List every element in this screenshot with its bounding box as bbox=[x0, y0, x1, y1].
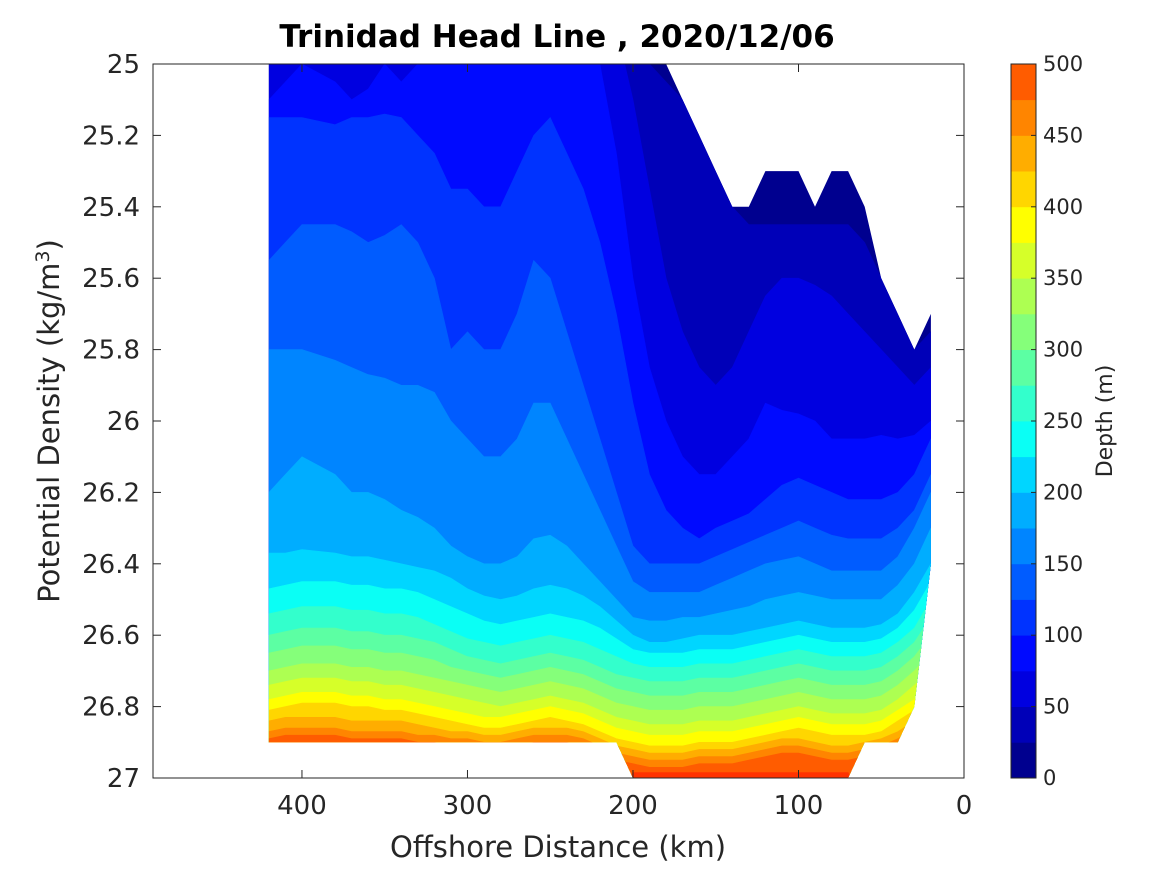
y-tick-label: 26.8 bbox=[82, 693, 140, 723]
colorbar-swatch bbox=[1011, 742, 1036, 779]
chart-title: Trinidad Head Line , 2020/12/06 bbox=[279, 19, 834, 55]
colorbar bbox=[1010, 63, 1037, 779]
colorbar-tick-label: 150 bbox=[1043, 552, 1083, 576]
colorbar-tick-label: 0 bbox=[1043, 766, 1056, 790]
colorbar-swatch bbox=[1011, 456, 1036, 493]
colorbar-tick-label: 500 bbox=[1043, 52, 1083, 76]
colorbar-tick-label: 200 bbox=[1043, 480, 1083, 504]
y-axis-label-superscript: 3 bbox=[32, 250, 54, 262]
colorbar-tick-label: 250 bbox=[1043, 409, 1083, 433]
y-tick-label: 26.6 bbox=[82, 621, 140, 651]
y-tick-label: 25.8 bbox=[82, 336, 140, 366]
y-tick-label: 25 bbox=[107, 50, 140, 80]
colorbar-swatch bbox=[1011, 528, 1036, 565]
y-axis-label-main: Potential Density (kg/m bbox=[32, 263, 66, 603]
y-axis-label: Potential Density (kg/m3) bbox=[32, 239, 66, 603]
x-tick-label: 400 bbox=[277, 791, 327, 821]
colorbar-swatch bbox=[1011, 99, 1036, 136]
colorbar-swatch bbox=[1011, 385, 1036, 422]
colorbar-swatch bbox=[1011, 563, 1036, 600]
colorbar-swatch bbox=[1011, 313, 1036, 350]
x-tick-label: 100 bbox=[774, 791, 824, 821]
x-axis-label: Offshore Distance (km) bbox=[390, 830, 726, 864]
colorbar-swatch bbox=[1011, 64, 1036, 101]
y-tick-label: 25.2 bbox=[82, 121, 140, 151]
colorbar-tick-label: 450 bbox=[1043, 123, 1083, 147]
colorbar-swatch bbox=[1011, 171, 1036, 208]
depth-band-500 bbox=[268, 772, 931, 778]
colorbar-swatch bbox=[1011, 278, 1036, 315]
colorbar-swatch bbox=[1011, 421, 1036, 458]
y-tick-label: 26 bbox=[107, 407, 140, 437]
colorbar-swatch bbox=[1011, 599, 1036, 636]
x-tick-label: 200 bbox=[608, 791, 658, 821]
y-tick-label: 25.6 bbox=[82, 264, 140, 294]
colorbar-swatch bbox=[1011, 135, 1036, 172]
colorbar-tick-label: 400 bbox=[1043, 195, 1083, 219]
colorbar-swatch bbox=[1011, 492, 1036, 529]
y-tick-label: 26.4 bbox=[82, 550, 140, 580]
colorbar-swatch bbox=[1011, 349, 1036, 386]
colorbar-tick-label: 50 bbox=[1043, 695, 1070, 719]
colorbar-swatch bbox=[1011, 670, 1036, 707]
y-tick-label: 27 bbox=[107, 764, 140, 794]
colorbar-swatch bbox=[1011, 706, 1036, 743]
x-axis: 400 300 200 100 0 bbox=[277, 64, 972, 821]
x-tick-label: 300 bbox=[443, 791, 493, 821]
colorbar-tick-label: 100 bbox=[1043, 623, 1083, 647]
colorbar-swatch bbox=[1011, 635, 1036, 672]
y-tick-label: 25.4 bbox=[82, 193, 140, 223]
y-tick-label: 26.2 bbox=[82, 478, 140, 508]
x-tick-label: 0 bbox=[956, 791, 973, 821]
colorbar-tick-label: 300 bbox=[1043, 338, 1083, 362]
y-axis-label-close: ) bbox=[32, 239, 66, 250]
colorbar-label: Depth (m) bbox=[1093, 365, 1118, 478]
colorbar-swatch bbox=[1011, 206, 1036, 243]
y-axis: 25 25.2 25.4 25.6 25.8 26 26.2 26.4 26.6 26.8 27 bbox=[82, 50, 964, 794]
colorbar-ticks: 0 50 100 150 200 250 300 350 400 450 500 bbox=[1031, 52, 1083, 790]
colorbar-tick-label: 350 bbox=[1043, 266, 1083, 290]
colorbar-swatch bbox=[1011, 242, 1036, 279]
